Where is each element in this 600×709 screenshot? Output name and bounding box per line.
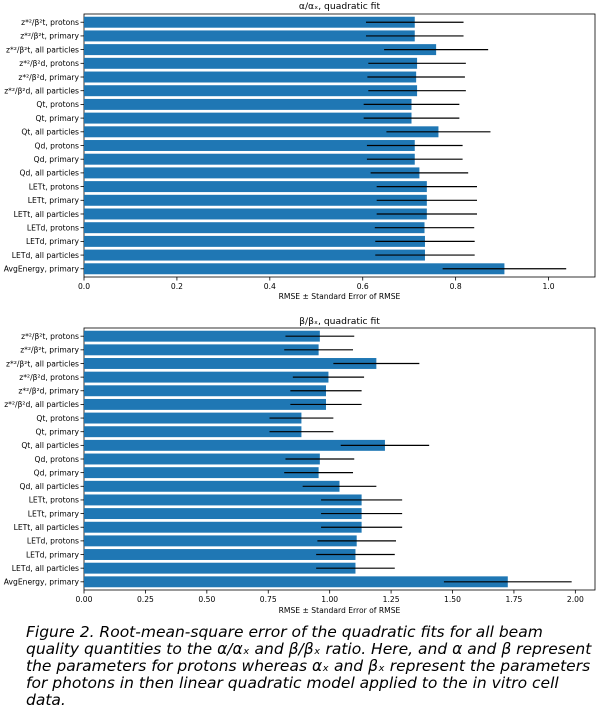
panel1-category-label: Qt, all particles [21, 128, 79, 137]
panel1-bar [84, 235, 425, 247]
panel2-x-tick-label: 0.25 [137, 595, 154, 604]
panel1-category-label: LETd, protons [27, 223, 79, 232]
panel1-category-label: AvgEnergy, primary [4, 265, 80, 274]
panel2-chart-title: β/βₓ, quadratic fit [299, 316, 380, 327]
panel2-x-tick-label: 1.75 [505, 595, 522, 604]
panel2-category-label: Qd, primary [34, 468, 80, 477]
panel2-category-label: LETt, primary [28, 509, 80, 518]
panel1-category-label: LETd, primary [26, 237, 80, 246]
panel2-category-label: Qt, all particles [21, 441, 79, 450]
panel1-category-label: LETt, primary [28, 196, 80, 205]
panel2-x-tick-label: 2.00 [567, 595, 584, 604]
panel1-bar [84, 249, 425, 261]
panel1-bar [84, 194, 427, 206]
panel1-bar [84, 16, 415, 28]
panel1-category-label: z*²/β²t, all particles [6, 45, 79, 54]
panel2-bar [84, 330, 320, 342]
panel1-bar [84, 181, 427, 193]
panel1-category-label: Qd, primary [34, 155, 80, 164]
panel1-category-label: z*²/β²d, primary [18, 73, 79, 82]
panel2-bar [84, 385, 326, 397]
panel2-category-label: z*²/β²d, primary [18, 387, 79, 396]
panel2-category-label: LETt, all particles [14, 523, 79, 532]
panel1-bar [84, 57, 418, 69]
panel2-category-label: z*²/β²t, protons [21, 332, 79, 341]
panel2-category-label: z*²/β²d, all particles [4, 400, 79, 409]
panel2-category-label: Qd, protons [35, 455, 79, 464]
panel2-bar [84, 453, 320, 465]
panel1-bar [84, 71, 417, 83]
figure-caption: Figure 2. Root-mean-square error of the … [26, 623, 592, 709]
panel1-x-axis-label: RMSE ± Standard Error of RMSE [279, 292, 401, 301]
panel2-x-axis-label: RMSE ± Standard Error of RMSE [279, 606, 401, 615]
panel2-x-tick-label: 1.00 [321, 595, 338, 604]
panel1-category-label: z*²/β²d, all particles [4, 87, 79, 96]
panel1-category-label: Qd, all particles [19, 169, 79, 178]
panel2-category-label: LETd, protons [27, 537, 79, 546]
panel1-category-label: LETt, protons [29, 182, 79, 191]
panel2-bar [84, 562, 356, 574]
panel2-bar [84, 494, 362, 506]
panel2-bar [84, 439, 385, 451]
panel1-bar [84, 112, 412, 124]
panel1-bar [84, 98, 412, 110]
panel2-category-label: LETt, protons [29, 496, 79, 505]
panel1-bar [84, 167, 420, 179]
panel1-category-label: Qt, primary [35, 114, 79, 123]
panel1-x-tick-label: 1.0 [543, 282, 555, 291]
panel1-bar [84, 44, 437, 56]
figure: z*²/β²t, protons z*²/β²t, primary z*²/β²t,… [4, 1, 596, 615]
panel1-category-label: z*²/β²t, primary [20, 32, 79, 41]
panel2-category-label: z*²/β²t, primary [20, 346, 79, 355]
panel2-bar [84, 508, 362, 520]
panel2-category-label: z*²/β²d, protons [19, 373, 79, 382]
panel1-x-tick-label: 0.6 [357, 282, 369, 291]
panel2-bar [84, 426, 302, 438]
panel2-bar [84, 358, 377, 369]
panel2-category-label: Qt, protons [36, 414, 79, 423]
panel2-bar [84, 344, 319, 356]
panel2-x-tick-label: 1.25 [383, 595, 400, 604]
panel1-category-label: Qt, protons [36, 100, 79, 109]
panel1-x-tick-label: 0.2 [171, 282, 183, 291]
panel2-bar [84, 467, 319, 479]
panel2-x-tick-label: 1.50 [444, 595, 461, 604]
panel2-x-tick-label: 0.75 [260, 595, 277, 604]
panel1-x-tick-label: 0.0 [78, 282, 90, 291]
panel1-bar [84, 30, 415, 42]
panel2-bar [84, 371, 329, 383]
panel1-bar [84, 222, 425, 234]
panel1-bar [84, 208, 427, 220]
panel1-x-tick-label: 0.4 [264, 282, 276, 291]
panel1-bar [84, 140, 415, 151]
panel2-bar [84, 521, 362, 533]
panel2-category-label: z*²/β²t, all particles [6, 359, 79, 368]
panel2-bar [84, 480, 340, 492]
panel1-chart-title: α/αₓ, quadratic fit [299, 1, 381, 12]
panel2-category-label: LETd, all particles [12, 564, 79, 573]
panel1-bar [84, 85, 418, 97]
panel1-category-label: LETt, all particles [14, 210, 79, 219]
panel1-category-label: z*²/β²d, protons [19, 59, 79, 68]
panel1-bar [84, 263, 505, 275]
panel2-x-tick-label: 0.00 [76, 595, 93, 604]
panel1-x-tick-label: 0.8 [450, 282, 462, 291]
panel1-category-label: z*²/β²t, protons [21, 18, 79, 27]
panel2-bar [84, 576, 508, 588]
panel2-category-label: Qt, primary [35, 428, 79, 437]
panel2-bar [84, 398, 326, 410]
panel1-bar [84, 126, 439, 138]
panel1-category-label: LETd, all particles [12, 251, 79, 260]
panel2-bar [84, 549, 356, 560]
panel1-bar [84, 153, 415, 165]
panel2-category-label: AvgEnergy, primary [4, 578, 80, 587]
panel2-category-label: LETd, primary [26, 550, 80, 559]
panel2-bar [84, 412, 302, 424]
panel2-x-tick-label: 0.50 [198, 595, 215, 604]
panel2-category-label: Qd, all particles [19, 482, 79, 491]
panel1-category-label: Qd, protons [35, 141, 79, 150]
panel2-bar [84, 535, 357, 547]
